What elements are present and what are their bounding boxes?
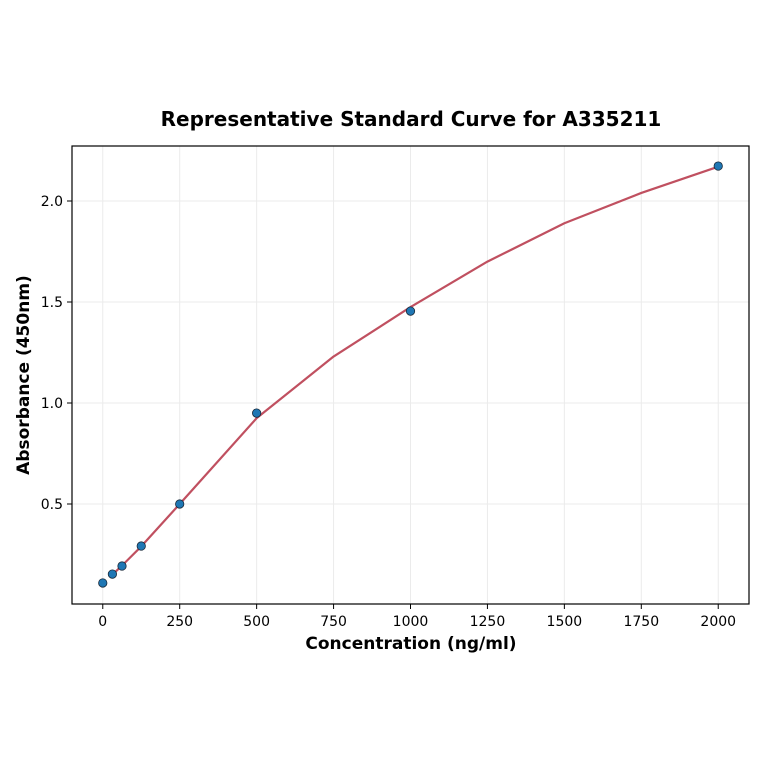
x-tick-label: 2000 — [700, 614, 736, 630]
x-axis-label: Concentration (ng/ml) — [305, 634, 516, 654]
x-tick-label: 250 — [166, 614, 193, 630]
data-point — [136, 541, 146, 551]
data-point — [117, 561, 127, 571]
x-tick-label: 0 — [98, 614, 107, 630]
data-point — [175, 499, 185, 509]
data-point — [252, 408, 262, 418]
fit-curve-line — [111, 165, 719, 576]
data-point — [713, 161, 723, 171]
y-tick-label: 2.0 — [41, 194, 63, 210]
y-tick-label: 1.5 — [41, 295, 63, 311]
chart-title: Representative Standard Curve for A33521… — [161, 107, 662, 131]
data-point — [107, 569, 117, 579]
x-tick-label: 500 — [243, 614, 270, 630]
plot-frame — [71, 145, 750, 605]
y-tick-label: 0.5 — [41, 497, 63, 513]
data-point — [405, 306, 416, 316]
x-tick-label: 1500 — [547, 614, 583, 630]
y-axis-label: Absorbance (450nm) — [14, 275, 34, 475]
x-tick-label: 750 — [320, 614, 347, 630]
y-tick-label: 1.0 — [41, 396, 63, 412]
x-tick-label: 1250 — [470, 614, 506, 630]
x-tick-label: 1000 — [393, 614, 429, 630]
x-tick-label: 1750 — [623, 614, 659, 630]
data-point — [98, 578, 108, 588]
